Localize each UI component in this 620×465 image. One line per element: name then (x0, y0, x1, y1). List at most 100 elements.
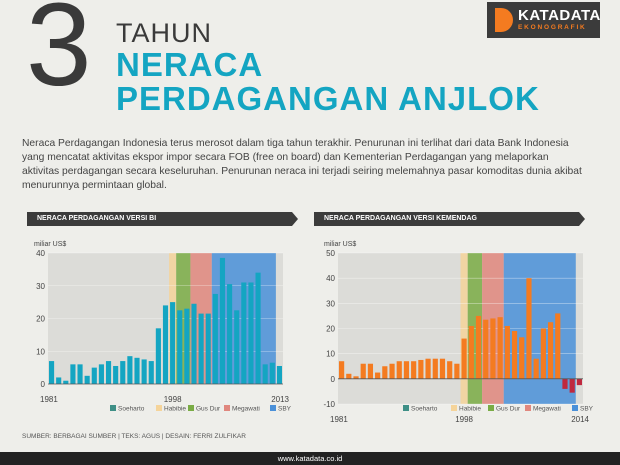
bi-bar (227, 284, 233, 384)
km-bar (447, 361, 453, 379)
km-legend-label: Megawati (533, 406, 561, 413)
footer-credit: SUMBER: BERBAGAI SUMBER | TEKS: AGUS | D… (22, 433, 246, 440)
km-bar (533, 358, 539, 379)
km-bar (396, 361, 402, 379)
chart-title-kemendag: NERACA PERDAGANGAN VERSI KEMENDAG (314, 212, 585, 226)
bi-bar (84, 375, 90, 384)
bi-bar (269, 362, 275, 384)
bi-bar (276, 365, 283, 384)
bi-legend-swatch (156, 405, 162, 411)
bi-xtick-label: 2013 (271, 395, 289, 404)
km-bar (547, 322, 554, 379)
km-legend-swatch (572, 405, 578, 411)
bi-bar (170, 302, 176, 384)
km-bar (375, 372, 381, 379)
bi-legend-swatch (110, 405, 116, 411)
title-line-1: TAHUN (116, 18, 212, 48)
bi-bar (63, 380, 69, 384)
bi-bar (191, 303, 197, 384)
km-bar (497, 317, 503, 379)
title-line-2: NERACA (116, 46, 264, 83)
bi-y-axis-label: miliar US$ (34, 241, 66, 248)
km-bar (389, 363, 395, 379)
bi-bar (70, 364, 76, 384)
km-xtick-label: 2014 (571, 415, 589, 422)
km-bar (475, 315, 482, 379)
bi-bar (98, 364, 104, 384)
bi-bar (177, 310, 183, 384)
bi-bar (48, 361, 55, 384)
logo-subtext: EKONOGRAFIK (518, 24, 587, 31)
bi-ytick-label: 30 (36, 282, 45, 291)
bi-bar (127, 356, 133, 384)
km-bar (526, 278, 532, 379)
bi-legend-swatch (270, 405, 276, 411)
km-bar (490, 318, 496, 379)
km-legend-label: Gus Dur (496, 406, 521, 413)
km-bar (339, 361, 345, 379)
km-bar (454, 363, 460, 379)
bi-bar (212, 293, 218, 384)
km-ytick-label: 40 (326, 274, 335, 283)
km-bar (576, 378, 582, 386)
bi-bar (234, 310, 240, 384)
bi-legend-label: SBY (278, 406, 292, 413)
bi-bar (241, 282, 247, 384)
bi-bar (56, 377, 62, 384)
km-legend-label: Habibie (459, 406, 481, 413)
km-bar (346, 373, 352, 379)
bi-legend-swatch (224, 405, 230, 411)
km-bar (511, 331, 518, 379)
km-legend-label: Soeharto (411, 406, 438, 413)
km-legend-swatch (525, 405, 531, 411)
km-ytick-label: 0 (331, 375, 336, 384)
bi-bar (262, 364, 268, 384)
bi-ytick-label: 40 (36, 249, 45, 258)
km-bar (468, 325, 474, 379)
bi-bar (205, 313, 211, 384)
bi-legend-label: Megawati (232, 406, 260, 413)
logo-mark-icon (495, 8, 513, 32)
bi-legend-label: Habibie (164, 406, 186, 413)
bi-bar (148, 361, 154, 384)
km-bar (540, 328, 546, 379)
km-bar (569, 378, 575, 393)
title-number: 3 (26, 0, 92, 111)
footer-url[interactable]: www.katadata.co.id (277, 454, 343, 463)
bi-bar (91, 367, 97, 384)
km-bar (418, 359, 424, 379)
bi-ytick-label: 0 (41, 380, 46, 389)
km-bar (353, 376, 359, 379)
bi-bar (113, 365, 119, 384)
km-xtick-label: 1998 (455, 415, 473, 422)
km-ytick-label: 20 (326, 325, 335, 334)
km-bar (555, 313, 561, 379)
km-bar (403, 361, 410, 379)
km-ytick-label: 10 (326, 350, 335, 359)
bi-xtick-label: 1998 (164, 395, 182, 404)
intro-paragraph: Neraca Perdagangan Indonesia terus meros… (22, 138, 582, 191)
bi-bar (77, 364, 83, 384)
km-bar (382, 366, 388, 379)
km-bar (461, 338, 467, 379)
km-bar (432, 358, 438, 379)
logo-text: KATADATA (518, 7, 601, 24)
km-y-axis-label: miliar US$ (324, 241, 356, 248)
bi-ytick-label: 20 (36, 315, 45, 324)
km-legend-swatch (488, 405, 494, 411)
bi-bar (219, 257, 226, 384)
bi-bar (184, 308, 190, 384)
bi-bar (198, 313, 204, 384)
bi-legend-label: Gus Dur (196, 406, 221, 413)
km-xtick-label: 1981 (330, 415, 348, 422)
bi-bar (120, 361, 126, 384)
km-ytick-label: -10 (323, 400, 335, 409)
bi-bar (162, 305, 169, 384)
km-ytick-label: 30 (326, 299, 335, 308)
bi-bar (155, 328, 161, 384)
bi-bar (134, 357, 140, 384)
bi-xtick-label: 1981 (40, 395, 58, 404)
km-bar (367, 363, 374, 379)
km-ytick-label: 50 (326, 249, 335, 258)
